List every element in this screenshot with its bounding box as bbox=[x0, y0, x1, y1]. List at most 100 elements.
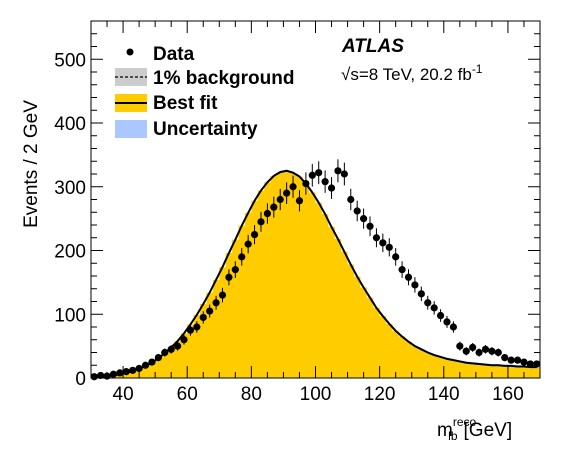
data-point bbox=[430, 301, 438, 315]
x-tick-label: 100 bbox=[300, 384, 332, 405]
data-point bbox=[199, 311, 207, 324]
data-point-marker bbox=[154, 354, 162, 362]
x-axis-title: mreco lb [GeV] bbox=[437, 415, 512, 443]
data-point-marker bbox=[97, 371, 105, 380]
data-point-marker bbox=[334, 167, 342, 175]
data-point-marker bbox=[417, 290, 425, 298]
data-point bbox=[411, 277, 419, 293]
data-point bbox=[501, 353, 509, 362]
data-point bbox=[250, 225, 259, 245]
data-point bbox=[481, 345, 490, 354]
data-point bbox=[186, 324, 195, 336]
data-point-marker bbox=[231, 266, 239, 274]
y-tick-label: 0 bbox=[75, 369, 86, 390]
data-point bbox=[276, 188, 284, 211]
data-point bbox=[353, 200, 361, 222]
lumi-exponent: -1 bbox=[472, 62, 483, 76]
data-point bbox=[392, 248, 400, 266]
data-point bbox=[385, 238, 393, 257]
data-point bbox=[257, 211, 265, 232]
data-point-marker bbox=[513, 356, 522, 364]
data-point-marker bbox=[360, 215, 368, 223]
data-point bbox=[270, 196, 278, 218]
data-point bbox=[263, 203, 271, 224]
data-point-marker bbox=[295, 197, 304, 205]
data-point-marker bbox=[533, 360, 541, 368]
data-point-marker bbox=[289, 183, 297, 191]
data-point-marker bbox=[193, 323, 201, 331]
legend-data-label: Data bbox=[153, 44, 195, 65]
data-point bbox=[513, 356, 522, 364]
lumi-label: √s=8 TeV, 20.2 fb-1 bbox=[341, 62, 483, 84]
data-point bbox=[135, 364, 143, 373]
data-point bbox=[141, 361, 150, 369]
data-point bbox=[507, 356, 515, 364]
x-tick-label: 120 bbox=[364, 384, 396, 405]
y-tick-label: 100 bbox=[54, 305, 86, 326]
best-fit-fill bbox=[91, 170, 540, 378]
data-point-marker bbox=[501, 354, 509, 362]
data-point bbox=[494, 348, 502, 357]
lumi-sqrt: √ bbox=[341, 65, 351, 84]
data-point bbox=[180, 334, 188, 345]
data-point-marker bbox=[392, 253, 400, 261]
data-point bbox=[173, 341, 182, 351]
data-point-marker bbox=[321, 178, 329, 186]
y-tick-label: 500 bbox=[54, 50, 86, 71]
y-tick-label: 400 bbox=[54, 114, 86, 135]
data-point-marker bbox=[488, 347, 496, 355]
data-point bbox=[238, 248, 246, 266]
data-point-marker bbox=[379, 239, 387, 247]
x-tick-label: 80 bbox=[241, 384, 262, 405]
data-point bbox=[212, 295, 220, 310]
data-point-marker bbox=[148, 358, 156, 366]
data-point bbox=[283, 182, 291, 204]
y-tick-label: 200 bbox=[54, 242, 86, 263]
data-point-marker bbox=[520, 358, 528, 366]
data-point bbox=[321, 170, 329, 193]
data-point-marker bbox=[411, 281, 419, 289]
data-point-marker bbox=[244, 240, 252, 248]
data-point-marker bbox=[372, 234, 381, 242]
data-point-marker bbox=[90, 373, 98, 381]
data-point-marker bbox=[353, 207, 361, 215]
lumi-text: s=8 TeV, 20.2 fb bbox=[350, 65, 471, 84]
data-point-marker bbox=[366, 222, 374, 230]
data-point-marker bbox=[404, 273, 413, 281]
legend-uncertainty-label: Uncertainty bbox=[153, 119, 258, 140]
data-point-marker bbox=[173, 342, 182, 350]
x-tick-label: 60 bbox=[177, 384, 198, 405]
data-point-marker bbox=[443, 318, 451, 326]
experiment-label: ATLAS bbox=[341, 36, 404, 57]
data-point-marker bbox=[327, 184, 336, 192]
data-point bbox=[97, 371, 105, 380]
legend-bestfit-label: Best fit bbox=[153, 93, 218, 114]
data-point-marker bbox=[225, 273, 233, 281]
data-point bbox=[231, 261, 239, 278]
data-point-marker bbox=[218, 291, 227, 299]
y-tick-label: 300 bbox=[54, 178, 86, 199]
data-point bbox=[449, 321, 458, 333]
data-point bbox=[315, 161, 323, 185]
data-point bbox=[193, 321, 201, 333]
data-point-marker bbox=[186, 326, 195, 334]
data-point-marker bbox=[206, 307, 214, 315]
data-point bbox=[116, 369, 124, 377]
x-axis-title-sup: reco bbox=[453, 415, 477, 429]
data-point bbox=[295, 190, 304, 212]
data-point-marker bbox=[116, 369, 124, 377]
data-point bbox=[488, 347, 496, 356]
axes: 40 60 80 100 120 140 160 0 100 200 300 400 500 bbox=[54, 20, 541, 405]
data-point bbox=[90, 373, 98, 381]
data-point-marker bbox=[161, 348, 169, 357]
x-axis-title-main: m bbox=[437, 420, 453, 441]
legend: Data 1% background Best fit Uncertainty bbox=[115, 44, 294, 140]
data-point bbox=[244, 234, 252, 254]
data-point bbox=[475, 348, 483, 357]
data-point-marker bbox=[250, 230, 259, 239]
data-point bbox=[206, 304, 214, 318]
data-point-marker bbox=[302, 179, 310, 188]
data-point-marker bbox=[180, 336, 188, 344]
data-point-marker bbox=[212, 299, 220, 307]
data-point bbox=[533, 360, 541, 368]
